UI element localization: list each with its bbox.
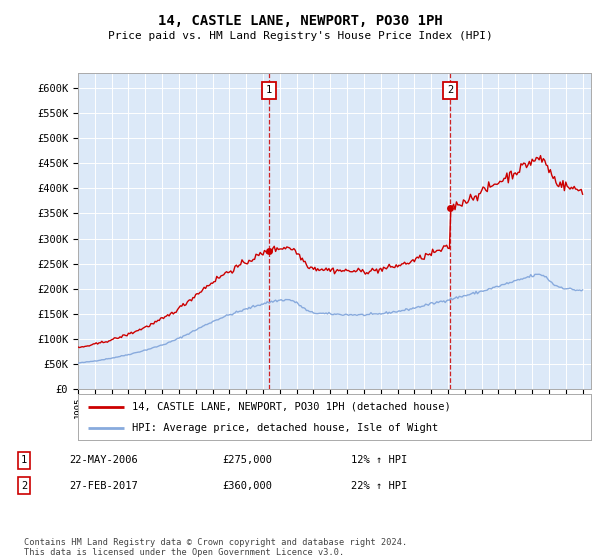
Text: 12% ↑ HPI: 12% ↑ HPI	[351, 455, 407, 465]
Text: Price paid vs. HM Land Registry's House Price Index (HPI): Price paid vs. HM Land Registry's House …	[107, 31, 493, 41]
Text: 1: 1	[21, 455, 27, 465]
Text: 14, CASTLE LANE, NEWPORT, PO30 1PH (detached house): 14, CASTLE LANE, NEWPORT, PO30 1PH (deta…	[132, 402, 451, 412]
Text: 27-FEB-2017: 27-FEB-2017	[69, 480, 138, 491]
Text: £360,000: £360,000	[222, 480, 272, 491]
Text: Contains HM Land Registry data © Crown copyright and database right 2024.
This d: Contains HM Land Registry data © Crown c…	[24, 538, 407, 557]
Text: 1: 1	[266, 85, 272, 95]
Text: 14, CASTLE LANE, NEWPORT, PO30 1PH: 14, CASTLE LANE, NEWPORT, PO30 1PH	[158, 14, 442, 28]
Text: £275,000: £275,000	[222, 455, 272, 465]
Text: 2: 2	[21, 480, 27, 491]
Text: 22% ↑ HPI: 22% ↑ HPI	[351, 480, 407, 491]
Text: 22-MAY-2006: 22-MAY-2006	[69, 455, 138, 465]
Text: HPI: Average price, detached house, Isle of Wight: HPI: Average price, detached house, Isle…	[132, 423, 438, 433]
Text: 2: 2	[447, 85, 453, 95]
